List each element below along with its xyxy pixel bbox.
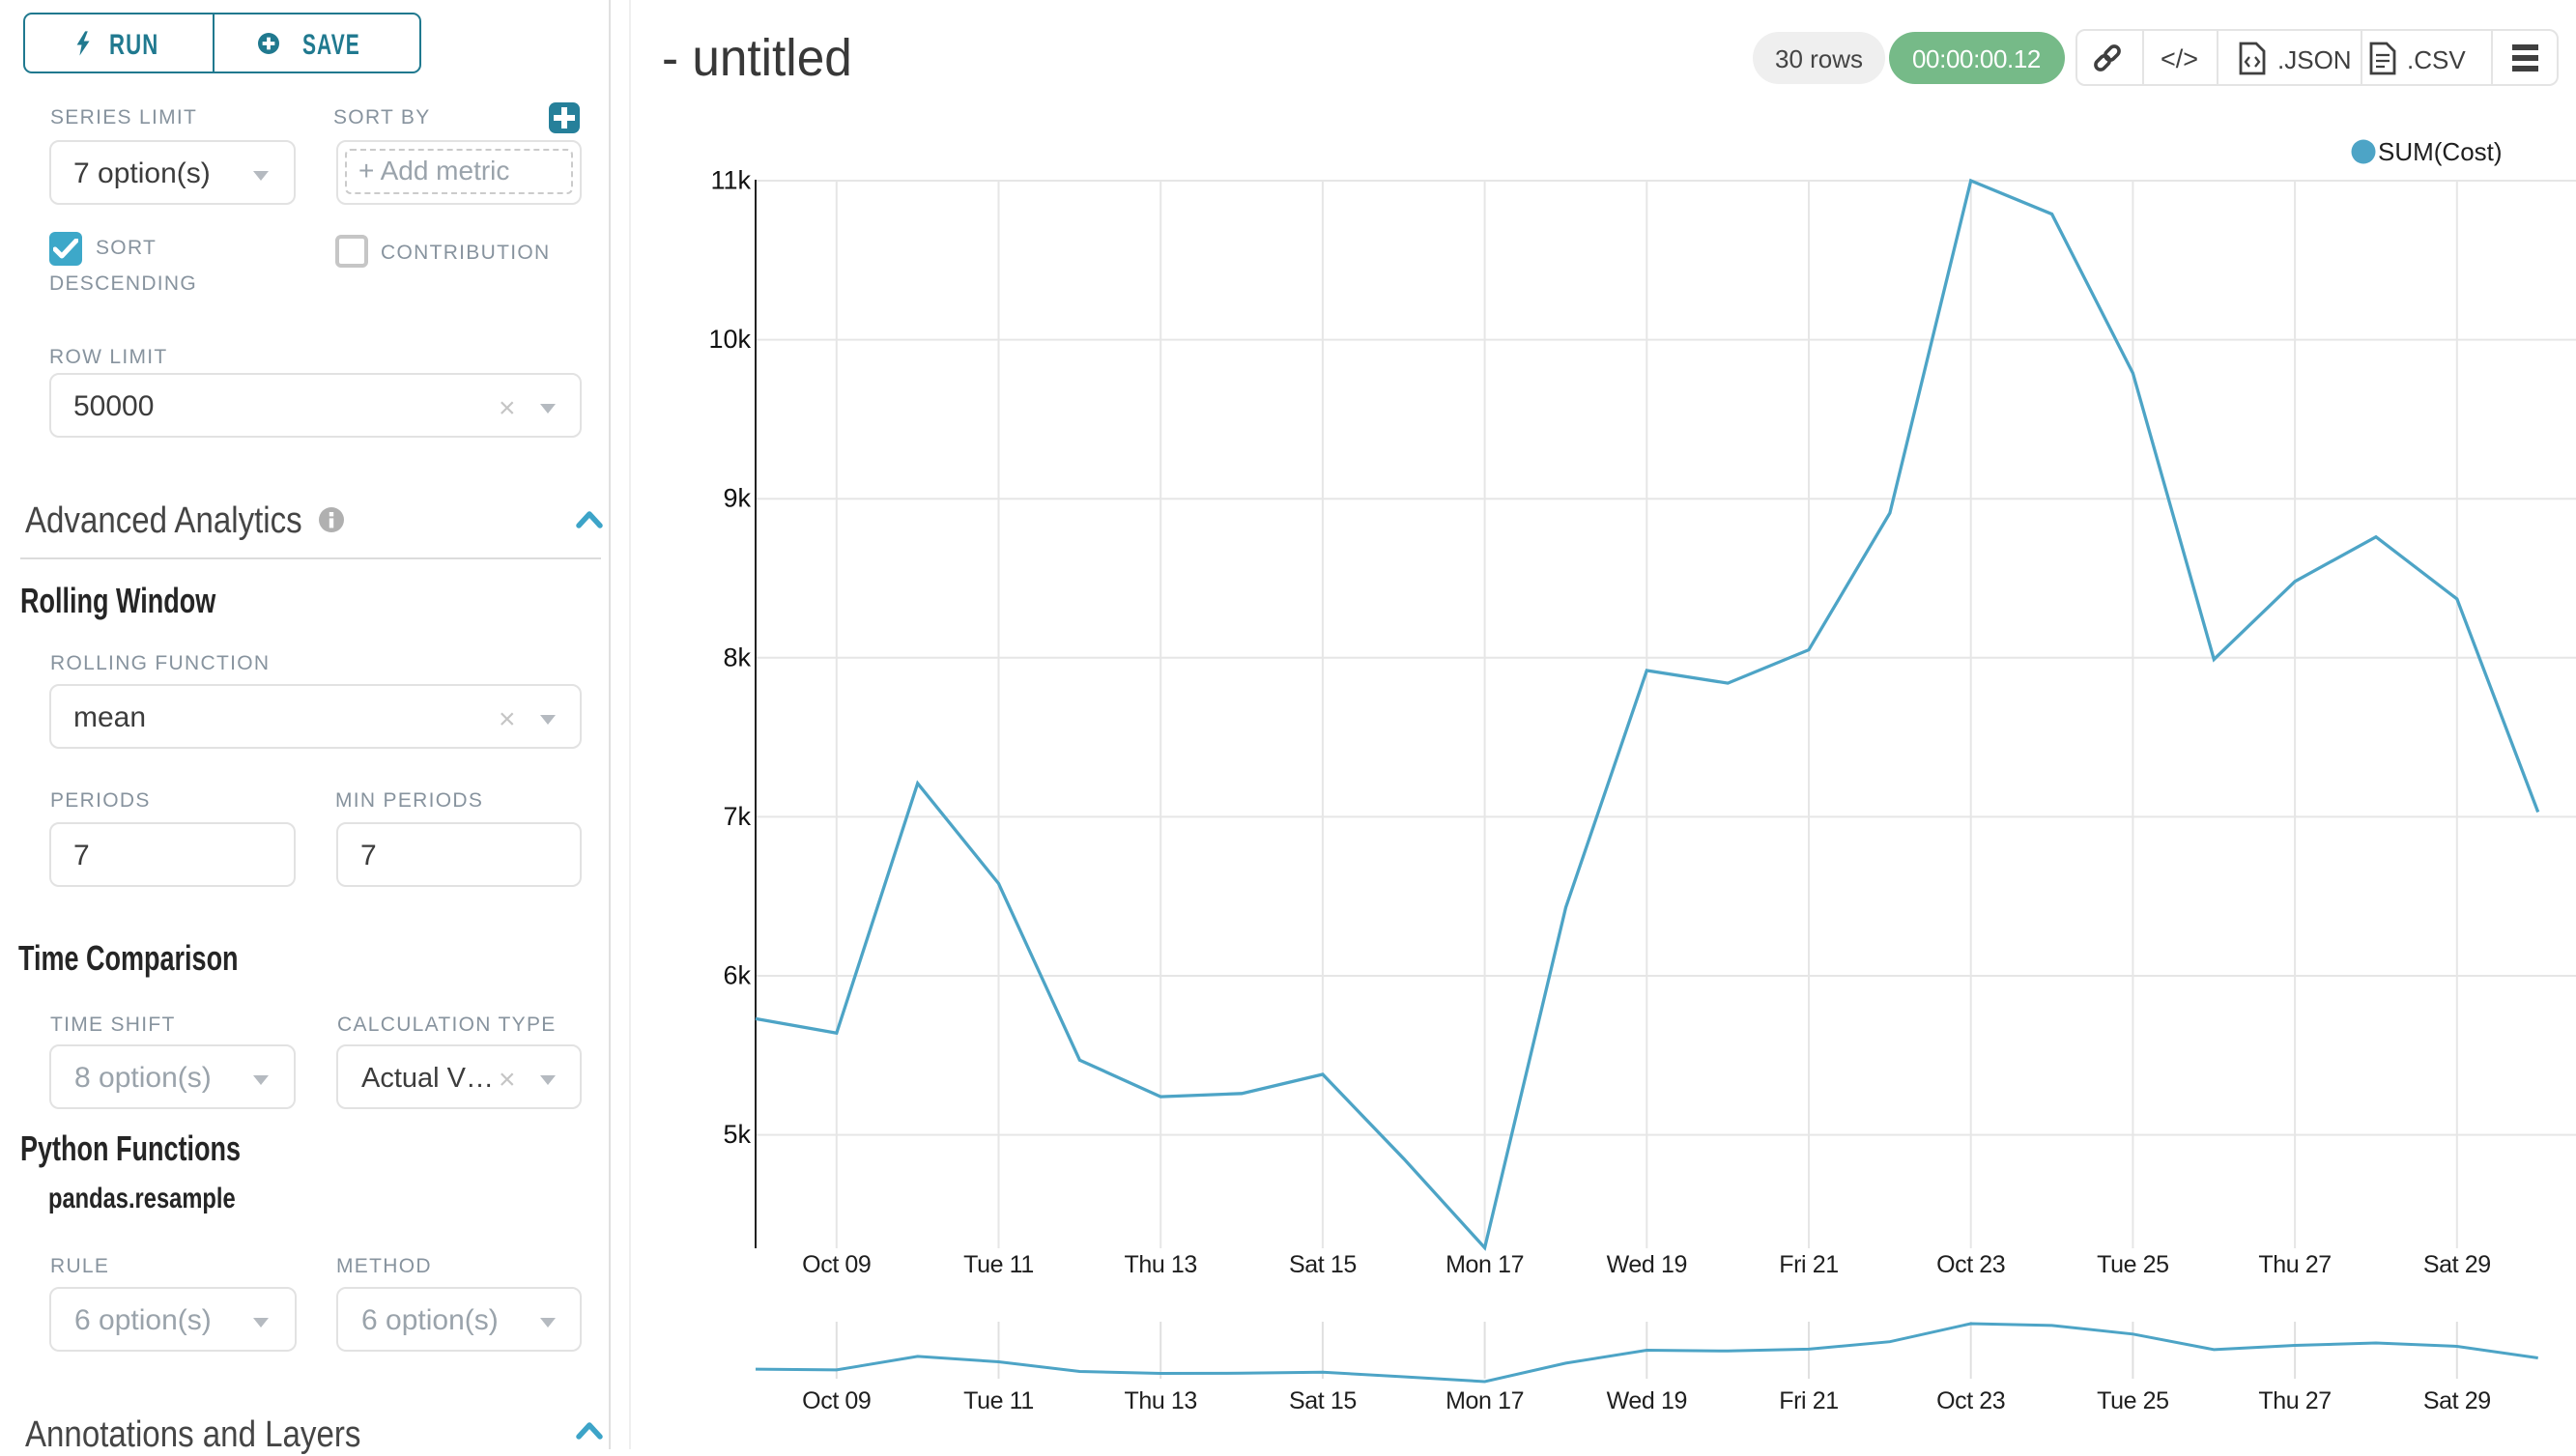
svg-text:Mon 17: Mon 17 — [1445, 1387, 1524, 1414]
svg-text:8k: 8k — [723, 642, 751, 671]
svg-text:Thu 13: Thu 13 — [1124, 1387, 1196, 1414]
svg-text:Fri 21: Fri 21 — [1779, 1251, 1839, 1278]
svg-text:Sat 29: Sat 29 — [2423, 1251, 2491, 1278]
svg-text:Tue 11: Tue 11 — [963, 1251, 1034, 1278]
svg-text:Oct 23: Oct 23 — [1936, 1251, 2005, 1278]
svg-text:10k: 10k — [708, 325, 751, 354]
svg-text:Mon 17: Mon 17 — [1445, 1251, 1524, 1278]
svg-text:Thu 13: Thu 13 — [1124, 1251, 1196, 1278]
svg-text:Sat 15: Sat 15 — [1289, 1251, 1357, 1278]
svg-text:5k: 5k — [723, 1120, 751, 1149]
svg-text:Tue 25: Tue 25 — [2097, 1251, 2169, 1278]
svg-text:11k: 11k — [710, 166, 751, 195]
svg-text:Thu 27: Thu 27 — [2258, 1251, 2331, 1278]
svg-text:9k: 9k — [723, 484, 751, 513]
svg-text:Tue 11: Tue 11 — [963, 1387, 1034, 1414]
svg-text:7k: 7k — [723, 802, 751, 831]
svg-text:Sat 29: Sat 29 — [2423, 1387, 2491, 1414]
svg-text:Oct 09: Oct 09 — [802, 1251, 871, 1278]
svg-text:Wed 19: Wed 19 — [1607, 1251, 1687, 1278]
svg-text:Oct 09: Oct 09 — [802, 1387, 871, 1414]
svg-text:6k: 6k — [723, 961, 751, 990]
svg-text:Sat 15: Sat 15 — [1289, 1387, 1357, 1414]
svg-text:Tue 25: Tue 25 — [2097, 1387, 2169, 1414]
svg-text:SUM(Cost): SUM(Cost) — [2378, 137, 2503, 166]
svg-text:Oct 23: Oct 23 — [1936, 1387, 2005, 1414]
svg-text:Wed 19: Wed 19 — [1607, 1387, 1687, 1414]
svg-text:Fri 21: Fri 21 — [1779, 1387, 1839, 1414]
svg-text:Thu 27: Thu 27 — [2258, 1387, 2331, 1414]
